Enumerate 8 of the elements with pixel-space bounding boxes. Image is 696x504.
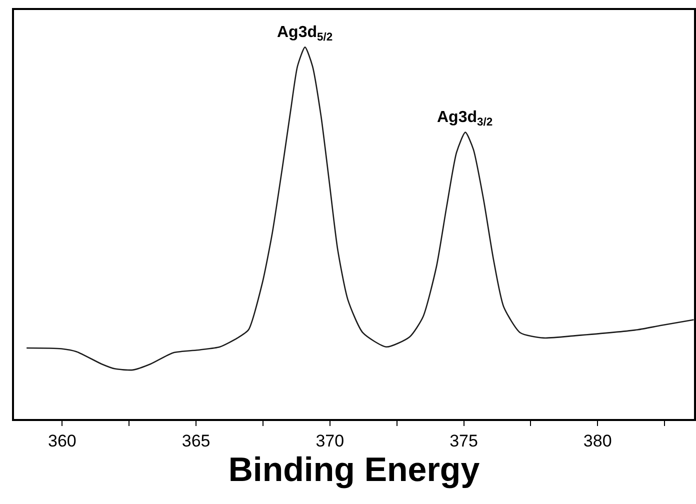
x-tick-label: 370	[316, 431, 344, 450]
x-tick-label: 375	[450, 431, 478, 450]
annotation: Ag3d$_{5/2}$	[277, 24, 333, 44]
annotation: Ag3d$_{3/2}$	[437, 109, 493, 128]
x-tick-label: 380	[583, 431, 612, 450]
x-axis-title: Binding Energy	[228, 451, 480, 490]
x-tick-label: 360	[48, 431, 76, 450]
x-tick-label: 365	[182, 431, 210, 450]
